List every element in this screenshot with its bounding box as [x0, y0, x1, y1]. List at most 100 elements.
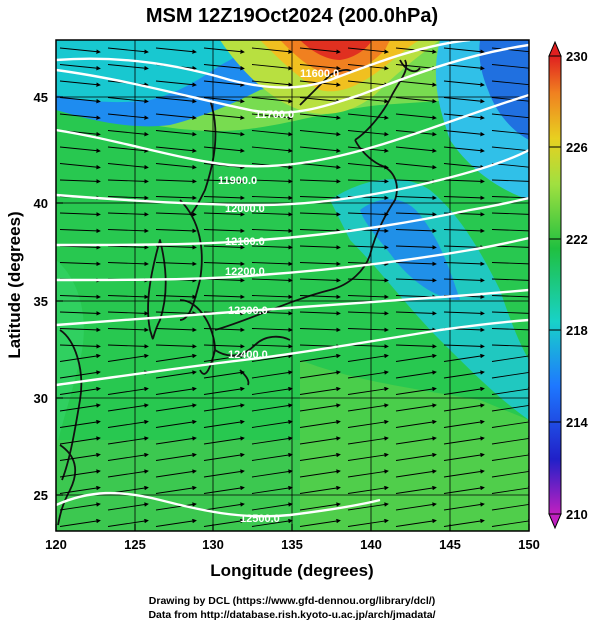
streamline-arrow: [59, 469, 101, 478]
x-tick-label: 150: [518, 537, 540, 552]
streamline-arrow: [203, 228, 245, 234]
streamline-arrow: [443, 97, 485, 104]
streamline-arrow: [299, 64, 341, 71]
streamline-arrow: [251, 195, 293, 201]
streamline-arrow: [107, 64, 149, 71]
streamline-arrow: [107, 403, 149, 412]
streamline-arrow: [251, 261, 293, 267]
contour-label: 12000.0: [225, 203, 265, 215]
streamline-arrow: [395, 370, 437, 379]
streamline-arrow: [107, 353, 149, 362]
streamline-arrow: [443, 502, 485, 511]
streamline-arrow: [203, 130, 245, 137]
streamline-arrow: [107, 518, 149, 527]
streamline-arrow: [347, 163, 389, 170]
streamline-arrow: [59, 485, 101, 494]
streamline-arrow: [443, 419, 485, 428]
streamline-arrow: [203, 212, 245, 217]
streamline-arrow: [155, 403, 197, 412]
streamline-arrow: [443, 344, 485, 349]
streamline-arrow: [107, 228, 149, 234]
streamline-arrow: [59, 179, 101, 184]
streamline-arrow: [203, 469, 245, 478]
streamline-arrow: [251, 502, 293, 511]
streamline-arrow: [155, 353, 197, 362]
streamline-arrow: [203, 146, 245, 153]
footer-credit-drawing: Drawing by DCL (https://www.gfd-dennou.o…: [149, 595, 435, 607]
streamline-arrow: [347, 353, 389, 362]
streamline-arrow: [107, 294, 149, 300]
streamline-arrow: [59, 403, 101, 412]
streamline-arrow: [155, 212, 197, 217]
streamline-arrow: [203, 403, 245, 412]
streamline-arrow: [251, 518, 293, 527]
contour-label: 11600.0: [300, 68, 339, 80]
contour-label-group: 11600.0 11700.0 11900.0 12000.0 12100.0 …: [218, 68, 339, 525]
colorbar: 230 226 222 218 214 210: [548, 40, 588, 530]
streamline-arrow: [107, 311, 149, 316]
contour-label: 12500.0: [240, 513, 280, 525]
streamline-arrow: [347, 502, 389, 511]
streamline-arrow: [299, 261, 341, 267]
streamline-arrow: [107, 327, 149, 333]
streamline-arrow: [299, 327, 341, 333]
blue-region-central: [360, 199, 460, 300]
streamline-arrow: [107, 386, 149, 395]
streamline-arrow: [59, 502, 101, 511]
streamline-arrow: [443, 370, 485, 379]
streamline-arrow: [59, 311, 101, 316]
streamline-arrow: [59, 452, 101, 461]
streamline-arrow: [347, 179, 389, 184]
streamline-arrow: [155, 485, 197, 494]
streamline-arrow: [251, 485, 293, 494]
streamline-arrow: [299, 469, 341, 478]
streamline-arrow: [347, 386, 389, 395]
streamline-arrow: [299, 294, 341, 300]
streamline-arrow: [59, 436, 101, 445]
streamline-arrow: [347, 327, 389, 333]
colorbar-tick-label: 226: [566, 140, 588, 155]
streamline-arrow: [155, 294, 197, 300]
streamline-arrow: [395, 261, 437, 267]
streamline-arrow: [299, 403, 341, 412]
streamline-arrow: [395, 97, 437, 104]
streamline-arrow: [59, 64, 101, 71]
footer-credit-data: Data from http://database.rish.kyoto-u.a…: [148, 609, 435, 621]
streamline-arrow: [299, 228, 341, 234]
streamline-arrow: [443, 130, 485, 137]
streamline-arrow: [443, 386, 485, 395]
streamline-arrow: [107, 47, 149, 54]
streamline-arrow: [251, 130, 293, 137]
streamline-arrow: [203, 436, 245, 445]
streamline-arrow: [203, 97, 245, 104]
streamline-arrow: [203, 261, 245, 267]
streamline-arrow: [203, 419, 245, 428]
streamline-arrow: [299, 386, 341, 395]
streamline-arrow: [299, 452, 341, 461]
streamline-arrow: [155, 113, 197, 120]
colorbar-tick-label: 210: [566, 507, 588, 522]
streamline-arrow: [59, 294, 101, 300]
streamline-arrow: [59, 97, 101, 104]
streamline-arrow: [395, 518, 437, 527]
x-axis-label: Longitude (degrees): [210, 561, 373, 580]
streamline-arrow: [203, 485, 245, 494]
streamline-arrow: [443, 311, 485, 316]
streamline-arrow: [251, 97, 293, 104]
streamline-arrow: [107, 502, 149, 511]
streamline-arrow: [155, 80, 197, 87]
streamline-arrow: [299, 212, 341, 217]
streamline-arrow: [251, 452, 293, 461]
y-tick-label: 35: [34, 294, 48, 309]
streamline-arrow: [443, 146, 485, 153]
y-tick-label: 40: [34, 196, 48, 211]
streamline-arrow: [59, 146, 101, 153]
red-core: [300, 40, 372, 60]
streamline-arrow: [395, 353, 437, 362]
streamline-arrow: [203, 370, 245, 379]
streamline-arrow: [155, 97, 197, 104]
streamline-arrow: [443, 163, 485, 170]
streamline-arrow: [155, 146, 197, 153]
streamline-arrow: [107, 97, 149, 104]
streamline-arrow: [155, 245, 197, 250]
